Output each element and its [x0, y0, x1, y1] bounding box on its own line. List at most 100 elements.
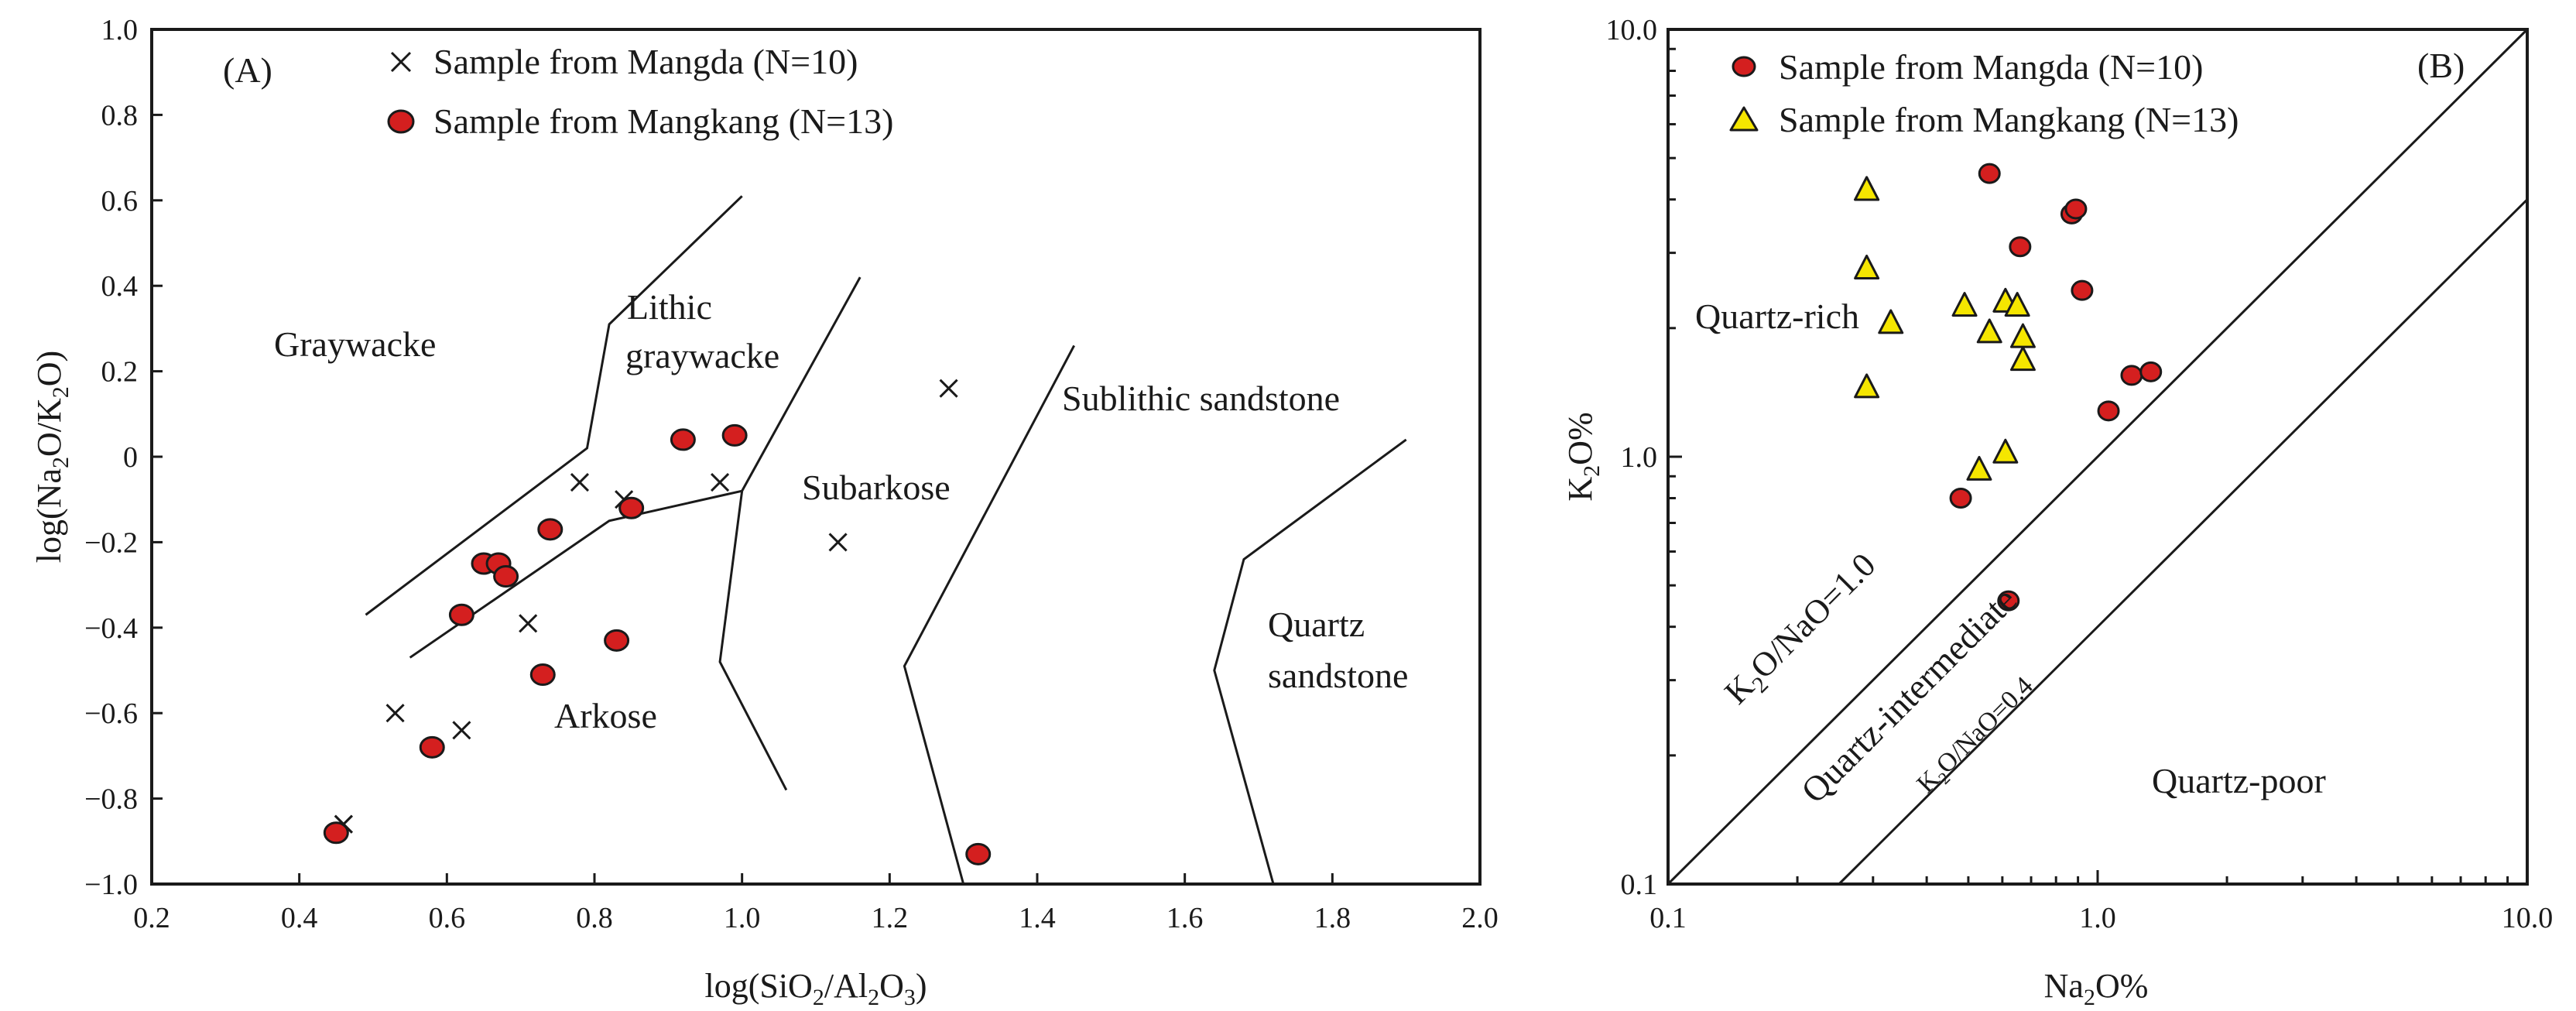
y-tick-label: −1.0	[84, 869, 138, 901]
mangda-dot-point	[2009, 236, 2032, 258]
mangkang-dot-point	[323, 821, 349, 845]
mangda-dot-point	[2097, 400, 2120, 422]
field-quartz-sandstone: sandstone	[1268, 656, 1408, 695]
mangda-cross-point	[570, 473, 589, 492]
x-tick-label: 0.2	[133, 902, 170, 934]
field-quartz-rich: Quartz-rich	[1695, 296, 1859, 336]
x-tick-label: 0.1	[1649, 902, 1687, 934]
mangda-dot-point	[2120, 365, 2143, 386]
panel-b-label: (B)	[2417, 46, 2465, 85]
field-quartz-poor: Quartz-poor	[2152, 761, 2326, 800]
y-tick-label: 0.6	[101, 185, 139, 218]
panel-a-label: (A)	[223, 50, 272, 90]
y-tick-label: 0.2	[101, 356, 139, 389]
mangda-cross-point	[939, 379, 958, 398]
panel-b-ratio-lines	[1667, 28, 2529, 886]
mangkang-triangle-point	[1854, 373, 1880, 399]
mangda-cross-point	[828, 533, 848, 552]
mangkang-triangle-point	[1854, 176, 1880, 201]
field-boundary-line	[409, 276, 862, 659]
mangkang-dot-point	[537, 518, 564, 541]
field-lithic-graywacke: graywacke	[625, 336, 779, 375]
mangkang-triangle-point	[2009, 346, 2036, 372]
x-tick-label: 1.6	[1166, 902, 1204, 934]
y-tick-label: 0.8	[101, 99, 139, 132]
ratio-line	[1667, 28, 2529, 886]
panel-a-ticks: 0.2 0.4 0.6 0.8 1.0 1.2 1.4 1.6 1.8 2.0 1.0 0.8 0.6 0…	[84, 14, 1499, 934]
y-tick-label: −0.8	[84, 783, 138, 816]
y-tick-label: 0	[123, 441, 138, 474]
panel-a-frame	[150, 28, 1482, 886]
panel-a-x-axis-label: log(SiO2/Al2O3)	[704, 967, 927, 1010]
x-tick-label: 1.0	[2079, 902, 2116, 934]
mangkang-dot-point	[419, 735, 445, 759]
y-tick-label: −0.4	[84, 612, 138, 645]
mangkang-triangle-point	[2004, 292, 2030, 317]
mangda-dot-point	[2139, 361, 2163, 382]
y-tick-label: −0.6	[84, 697, 138, 730]
x-tick-label: 1.0	[724, 902, 761, 934]
field-boundary-line	[903, 344, 1075, 885]
panel-a-points	[323, 379, 992, 865]
legend-a-cross-marker	[390, 51, 412, 73]
mangda-dot-point	[1978, 163, 2001, 184]
y-tick-label: 0.4	[101, 270, 139, 303]
mangkang-triangle-point	[1966, 455, 1992, 481]
mangda-dot-point	[2064, 198, 2088, 220]
field-quartz: Quartz	[1268, 605, 1365, 644]
legend-b-triangle-marker	[1729, 106, 1759, 132]
x-tick-label: 0.8	[576, 902, 613, 934]
x-tick-label: 1.4	[1019, 902, 1056, 934]
x-tick-label: 1.8	[1314, 902, 1351, 934]
x-tick-label: 2.0	[1461, 902, 1499, 934]
panel-a-y-axis-label: log(Na2O/K2O)	[30, 351, 74, 563]
field-boundary-line	[365, 195, 743, 616]
y-tick-label: 1.0	[101, 14, 139, 46]
legend-a-mangkang-label: Sample from Mangkang (N=13)	[433, 101, 893, 141]
x-tick-label: 0.4	[281, 902, 318, 934]
mangda-dot-point	[1949, 487, 1972, 509]
field-arkose: Arkose	[554, 696, 657, 735]
field-boundary-line	[718, 490, 788, 791]
mangda-cross-point	[385, 704, 405, 723]
field-sublithic-sandstone: Sublithic sandstone	[1062, 379, 1340, 418]
panel-b-ticks: 0.1 1.0 10.0 10.0 1.0 0.1	[1606, 14, 2554, 934]
legend-a-dot-marker	[387, 109, 415, 134]
y-tick-label: 10.0	[1606, 14, 1658, 46]
x-tick-label: 1.2	[872, 902, 909, 934]
mangda-dot-point	[1997, 590, 2020, 612]
mangda-cross-point	[452, 721, 471, 740]
legend-b-mangda-label: Sample from Mangda (N=10)	[1779, 47, 2203, 87]
legend-b-mangkang-label: Sample from Mangkang (N=13)	[1779, 100, 2239, 139]
panel-b-points	[1854, 163, 2163, 612]
mangkang-dot-point	[618, 496, 645, 519]
ratio-line-label-1-0: K2O/NaO=1.0	[1717, 546, 1886, 715]
field-subarkose: Subarkose	[802, 468, 951, 507]
mangkang-dot-point	[604, 629, 630, 652]
mangkang-dot-point	[529, 663, 556, 687]
mangkang-dot-point	[670, 428, 696, 451]
mangkang-triangle-point	[2009, 323, 2036, 348]
mangkang-triangle-point	[1878, 309, 1904, 334]
panel-a-legend: Sample from Mangda (N=10) Sample from Ma…	[387, 42, 893, 141]
legend-b-dot-marker	[1732, 56, 1756, 77]
y-tick-label: 1.0	[1621, 441, 1658, 474]
mangkang-dot-point	[721, 423, 748, 447]
x-tick-label: 0.6	[429, 902, 466, 934]
mangkang-triangle-point	[1854, 254, 1880, 279]
mangkang-triangle-point	[1951, 292, 1978, 317]
panel-b-y-axis-label: K2O%	[1561, 412, 1605, 501]
field-graywacke: Graywacke	[274, 324, 436, 364]
ratio-line	[1838, 198, 2529, 886]
mangkang-dot-point	[493, 565, 519, 588]
y-tick-label: −0.2	[84, 526, 138, 559]
y-tick-label: 0.1	[1621, 869, 1658, 901]
panel-a: 0.2 0.4 0.6 0.8 1.0 1.2 1.4 1.6 1.8 2.0 1.0 0.8 0.6 0…	[30, 14, 1499, 1010]
panel-b-legend: Sample from Mangda (N=10) Sample from Ma…	[1729, 47, 2239, 139]
field-lithic: Lithic	[627, 287, 712, 327]
panel-b: 0.1 1.0 10.0 10.0 1.0 0.1 (B) Sample from Man…	[1561, 14, 2553, 1010]
mangkang-triangle-point	[1992, 438, 2019, 464]
mangda-dot-point	[2071, 279, 2094, 301]
panel-a-field-boundaries	[365, 195, 1407, 885]
